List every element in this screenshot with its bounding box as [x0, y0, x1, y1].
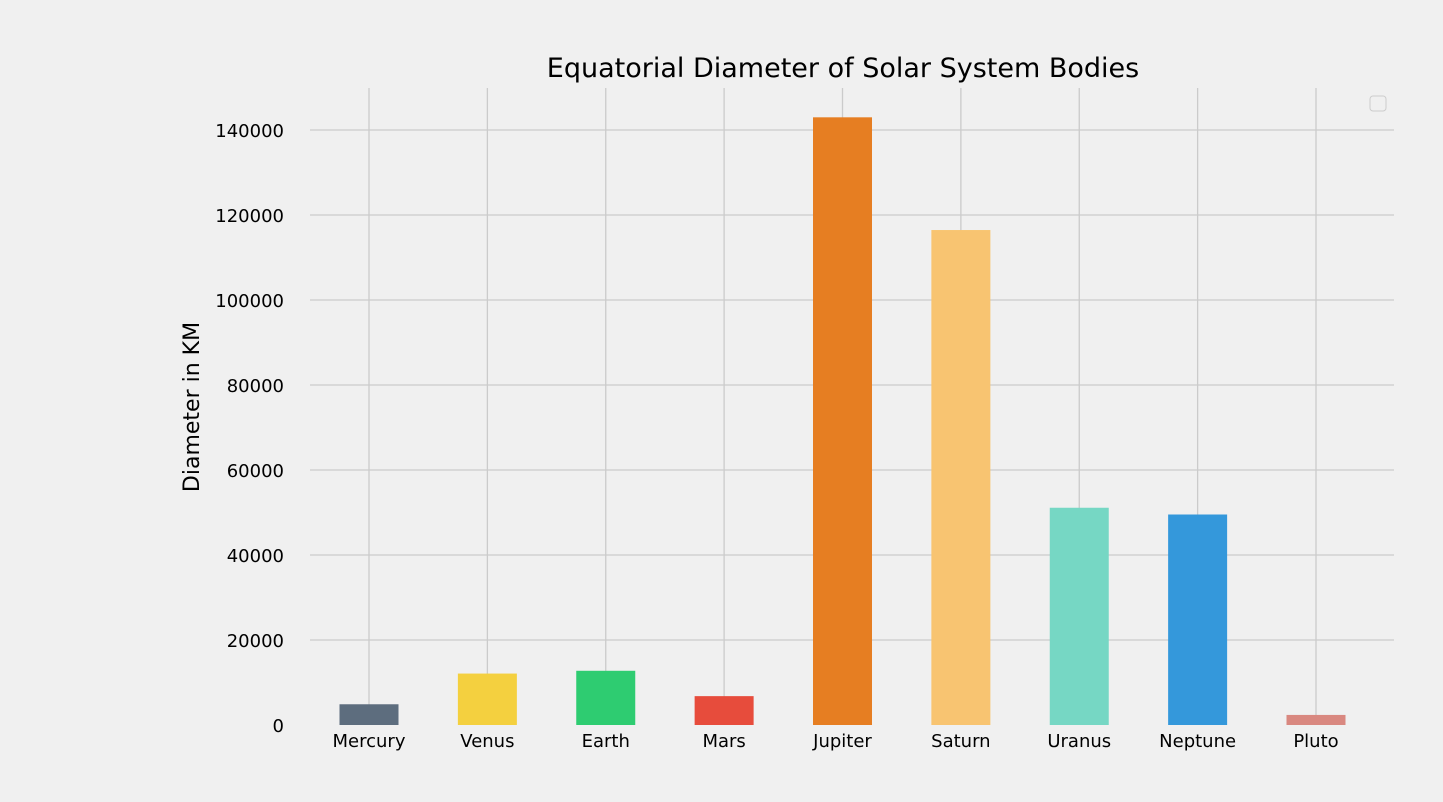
x-axis-ticks: Mercury Venus Earth Mars Jupiter Saturn Uranus… — [333, 731, 1339, 752]
y-axis-ticks: 0 20000 40000 60000 80000 100000 120000 140000 — [215, 121, 284, 737]
y-axis-label: Diameter in KM — [180, 322, 205, 492]
y-tick-label: 80000 — [227, 376, 284, 397]
x-tick-label: Saturn — [931, 731, 990, 752]
x-tick-label: Venus — [460, 731, 514, 752]
y-tick-label: 100000 — [215, 291, 284, 312]
bar-uranus — [1049, 507, 1109, 725]
x-tick-label: Jupiter — [812, 731, 872, 752]
x-tick-label: Mars — [702, 731, 745, 752]
bar-neptune — [1168, 514, 1228, 725]
y-tick-label: 0 — [273, 716, 284, 737]
y-tick-label: 140000 — [215, 121, 284, 142]
bar-pluto — [1286, 714, 1346, 725]
y-tick-label: 120000 — [215, 206, 284, 227]
x-tick-label: Pluto — [1293, 731, 1338, 752]
y-tick-label: 20000 — [227, 631, 284, 652]
x-tick-label: Neptune — [1159, 731, 1236, 752]
bar-saturn — [931, 230, 991, 725]
x-tick-label: Uranus — [1047, 731, 1111, 752]
y-tick-label: 60000 — [227, 461, 284, 482]
bars — [339, 117, 1346, 726]
x-tick-label: Mercury — [333, 731, 406, 752]
chart-title: Equatorial Diameter of Solar System Bodi… — [547, 53, 1139, 84]
legend-box — [1369, 95, 1387, 112]
bar-mercury — [339, 704, 399, 725]
bar-venus — [457, 673, 517, 725]
bar-mars — [694, 696, 754, 725]
y-tick-label: 40000 — [227, 546, 284, 567]
x-tick-label: Earth — [582, 731, 630, 752]
bar-earth — [576, 670, 636, 725]
bar-jupiter — [813, 117, 872, 726]
